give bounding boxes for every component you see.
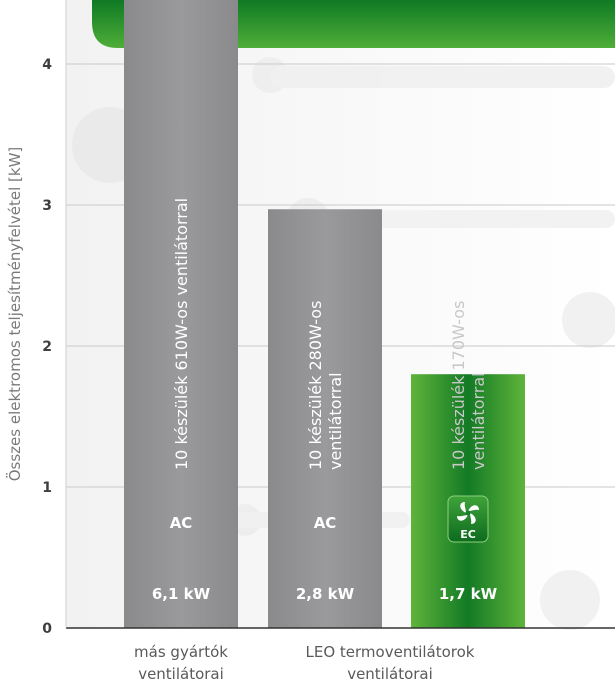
fan-blade bbox=[470, 513, 476, 524]
motor-type-label: EC bbox=[460, 528, 476, 541]
bar-description-line: ventilátorral bbox=[469, 372, 488, 470]
fan-blade bbox=[457, 515, 468, 521]
bar-description-line: 10 készülék 610W-os ventilátorral bbox=[172, 198, 191, 470]
bar-description: 10 készülék 280W-osventilátorral bbox=[306, 301, 345, 470]
x-group-label-line: LEO termoventilátorok bbox=[306, 643, 475, 661]
bar-description: 10 készülék 610W-os ventilátorral bbox=[172, 198, 191, 470]
fan-hub bbox=[465, 510, 471, 516]
x-group-label-line: más gyártók bbox=[134, 643, 228, 661]
bar-value-label: 1,7 kW bbox=[439, 585, 498, 603]
bar-group: 10 készülék 280W-osventilátorral AC 2,8 kW bbox=[268, 209, 382, 629]
x-group-label-line: ventilátorai bbox=[347, 665, 433, 683]
bar-value-label: 2,8 kW bbox=[296, 585, 355, 603]
bar-group: 10 készülék 170W-osventilátorral EC 1,7 kW bbox=[411, 301, 525, 628]
fan-icon bbox=[457, 502, 479, 524]
bar-description: 10 készülék 170W-osventilátorral bbox=[449, 301, 488, 470]
bar bbox=[268, 209, 382, 629]
x-group-label: LEO termoventilátorok ventilátorai bbox=[306, 643, 475, 683]
bar bbox=[124, 0, 238, 628]
motor-type-label: AC bbox=[314, 514, 337, 532]
y-tick-label: 1 bbox=[42, 480, 52, 496]
bar-description-line: 10 készülék 170W-os bbox=[449, 301, 468, 470]
motor-type-label: AC bbox=[170, 514, 193, 532]
bar-description-line: 10 készülék 280W-os bbox=[306, 301, 325, 470]
ec-badge: EC bbox=[447, 495, 489, 543]
y-tick-label: 3 bbox=[42, 198, 52, 214]
bar-value-label: 6,1 kW bbox=[152, 585, 211, 603]
bar-description-line: ventilátorral bbox=[326, 372, 345, 470]
y-tick-labels: 0 1 2 3 4 bbox=[42, 57, 52, 637]
x-group-label-line: ventilátorai bbox=[138, 665, 224, 683]
y-tick-label: 4 bbox=[42, 57, 52, 73]
fan-blade bbox=[468, 505, 479, 511]
bar-group: 10 készülék 610W-os ventilátorral AC 6,1 k… bbox=[124, 0, 238, 628]
y-axis-title: Összes elektromos teljesítményfelvétel [… bbox=[5, 147, 24, 482]
y-tick-label: 0 bbox=[42, 621, 52, 637]
x-group-label: más gyártók ventilátorai bbox=[134, 643, 228, 683]
fan-blade bbox=[460, 502, 466, 513]
y-tick-label: 2 bbox=[42, 339, 52, 355]
bars: 10 készülék 610W-os ventilátorral AC 6,1 k… bbox=[124, 0, 525, 629]
